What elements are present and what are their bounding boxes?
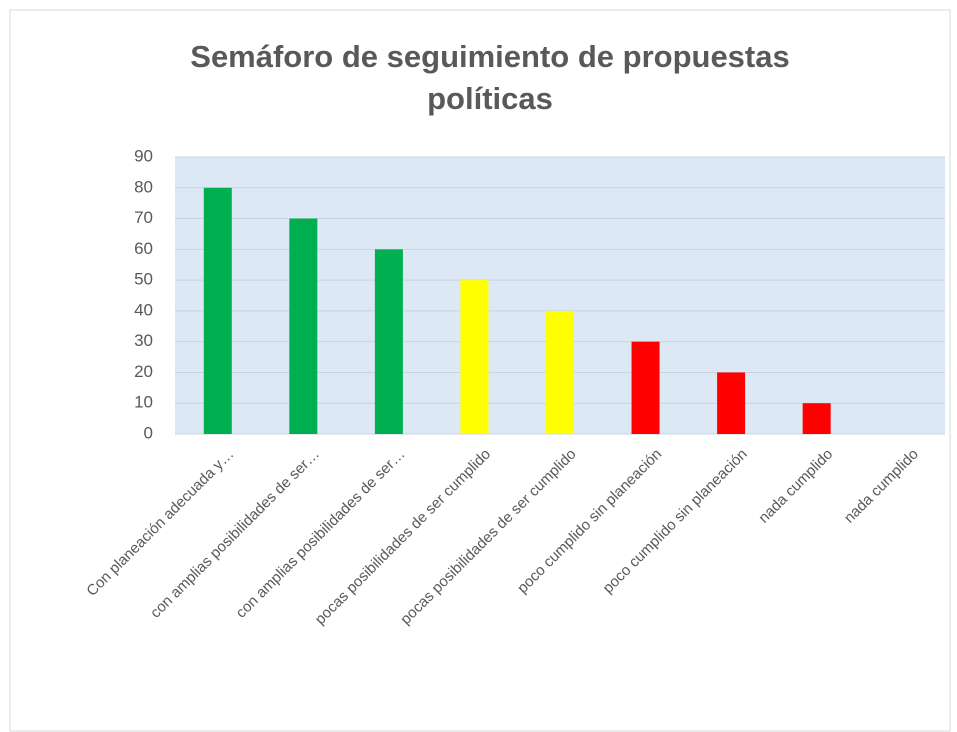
- bar: [717, 372, 746, 434]
- x-tick-label: Con planeación adecuada y…: [83, 446, 237, 600]
- bar: [631, 341, 660, 434]
- x-tick-label: nada cumplido: [755, 446, 836, 527]
- x-tick-label: poco cumplido sin planeación: [600, 446, 751, 597]
- x-tick-label: nada cumplido: [841, 446, 922, 527]
- chart-border: [9, 9, 951, 732]
- chart-title: Semáforo de seguimiento de propuestas po…: [190, 39, 790, 116]
- y-tick-label: 10: [134, 393, 153, 412]
- y-tick-label: 20: [134, 362, 153, 381]
- bar: [374, 249, 403, 434]
- x-tick-label: con amplias posibilidades de ser…: [147, 446, 323, 622]
- bar: [460, 280, 489, 434]
- y-tick-label: 70: [134, 208, 153, 227]
- bar: [203, 187, 232, 434]
- x-tick-label: pocas posibilidades de ser cumplido: [397, 446, 579, 628]
- y-tick-label: 0: [144, 423, 153, 442]
- y-tick-label: 80: [134, 177, 153, 196]
- x-tick-label: poco cumplido sin planeación: [514, 446, 665, 597]
- y-tick-label: 30: [134, 331, 153, 350]
- x-tick-label: pocas posibilidades de ser cumplido: [312, 446, 494, 628]
- x-tick-label: con amplias posibilidades de ser…: [233, 446, 409, 622]
- bar: [289, 218, 318, 434]
- y-tick-label: 90: [134, 146, 153, 165]
- y-tick-label: 50: [134, 270, 153, 289]
- y-tick-label: 40: [134, 300, 153, 319]
- bar: [546, 310, 574, 434]
- bar: [802, 403, 831, 434]
- y-tick-label: 60: [134, 239, 153, 258]
